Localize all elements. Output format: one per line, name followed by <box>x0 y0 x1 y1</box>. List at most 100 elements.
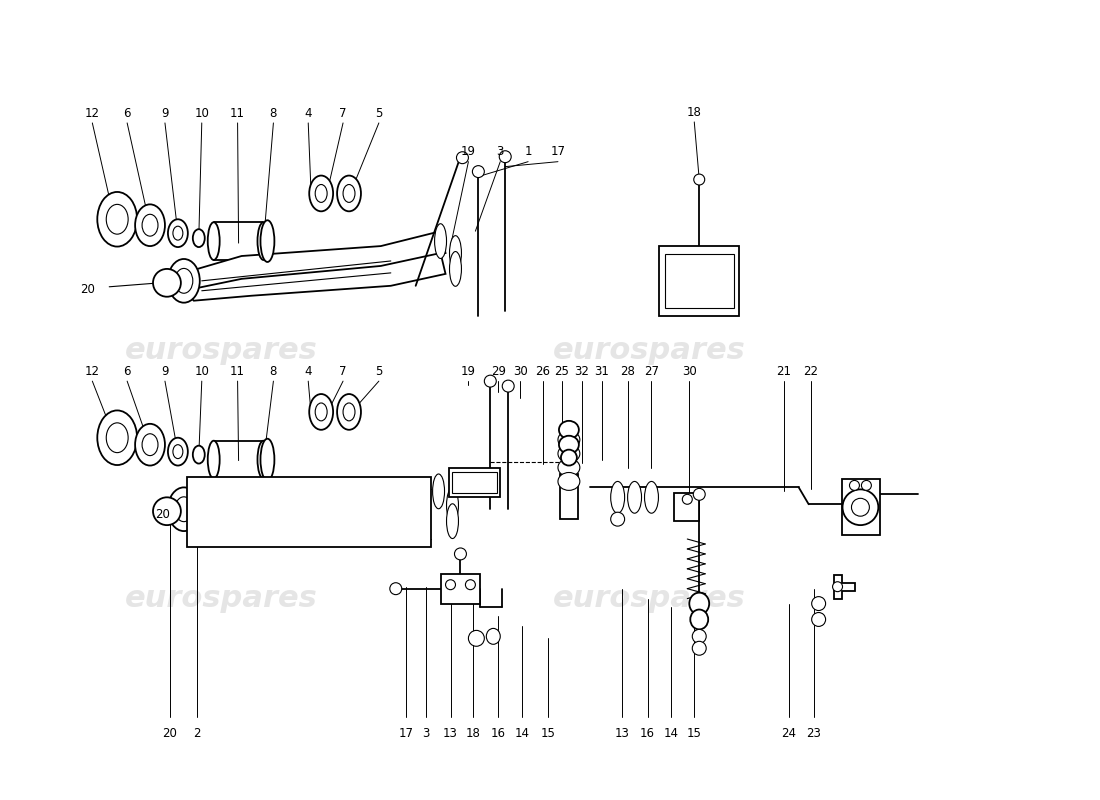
Circle shape <box>499 150 512 162</box>
Ellipse shape <box>168 438 188 466</box>
Text: 4: 4 <box>305 106 312 119</box>
Text: 20: 20 <box>80 283 96 296</box>
Text: 15: 15 <box>540 726 556 740</box>
Text: 12: 12 <box>85 365 100 378</box>
Ellipse shape <box>558 430 580 449</box>
Text: 9: 9 <box>162 365 168 378</box>
Ellipse shape <box>261 438 274 481</box>
Ellipse shape <box>208 441 220 478</box>
Text: 16: 16 <box>491 726 506 740</box>
Text: 1: 1 <box>525 146 532 158</box>
Text: 11: 11 <box>230 106 245 119</box>
Ellipse shape <box>173 445 183 458</box>
Text: 8: 8 <box>270 365 277 378</box>
Circle shape <box>694 174 705 185</box>
Ellipse shape <box>107 204 128 234</box>
Text: 5: 5 <box>375 365 383 378</box>
Polygon shape <box>560 450 578 519</box>
Ellipse shape <box>450 236 461 270</box>
Bar <box>666 254 734 308</box>
Ellipse shape <box>432 474 444 509</box>
Circle shape <box>160 503 175 519</box>
Circle shape <box>160 275 175 290</box>
Ellipse shape <box>559 421 579 438</box>
Ellipse shape <box>168 487 200 531</box>
Text: 17: 17 <box>398 726 414 740</box>
Text: 4: 4 <box>305 365 312 378</box>
Ellipse shape <box>343 403 355 421</box>
Text: eurospares: eurospares <box>125 584 318 613</box>
Text: 18: 18 <box>466 726 481 740</box>
Ellipse shape <box>469 630 484 646</box>
Ellipse shape <box>135 424 165 466</box>
Circle shape <box>812 613 826 626</box>
Bar <box>441 574 481 603</box>
Ellipse shape <box>450 251 461 286</box>
Ellipse shape <box>691 610 708 630</box>
Text: 27: 27 <box>644 365 659 378</box>
Ellipse shape <box>447 488 459 522</box>
Bar <box>842 479 880 535</box>
Circle shape <box>503 380 514 392</box>
Circle shape <box>153 269 180 297</box>
Circle shape <box>843 490 878 525</box>
Text: 9: 9 <box>162 106 168 119</box>
Circle shape <box>851 498 869 516</box>
Ellipse shape <box>337 175 361 211</box>
Text: 11: 11 <box>230 365 245 378</box>
Ellipse shape <box>142 214 158 236</box>
Ellipse shape <box>558 473 580 490</box>
Circle shape <box>693 488 705 500</box>
Bar <box>659 246 739 315</box>
Text: 7: 7 <box>339 365 346 378</box>
Ellipse shape <box>175 269 192 294</box>
Circle shape <box>456 152 469 164</box>
Text: 20: 20 <box>163 726 177 740</box>
Circle shape <box>153 498 180 525</box>
Ellipse shape <box>343 185 355 202</box>
Ellipse shape <box>168 259 200 302</box>
Polygon shape <box>184 253 446 301</box>
Polygon shape <box>834 574 856 598</box>
Text: 21: 21 <box>777 365 791 378</box>
Ellipse shape <box>142 434 158 456</box>
Text: 7: 7 <box>339 106 346 119</box>
Ellipse shape <box>558 445 580 462</box>
Text: 32: 32 <box>574 365 590 378</box>
Circle shape <box>610 512 625 526</box>
Circle shape <box>849 481 859 490</box>
Ellipse shape <box>175 497 192 522</box>
Text: 16: 16 <box>640 726 654 740</box>
Text: 26: 26 <box>536 365 550 378</box>
Ellipse shape <box>628 482 641 514</box>
Circle shape <box>692 642 706 655</box>
Text: 15: 15 <box>686 726 702 740</box>
Text: 25: 25 <box>554 365 570 378</box>
Text: 19: 19 <box>461 146 476 158</box>
Text: 30: 30 <box>682 365 696 378</box>
Ellipse shape <box>257 222 270 260</box>
Text: 14: 14 <box>664 726 679 740</box>
Text: 18: 18 <box>686 106 702 118</box>
Bar <box>449 467 500 498</box>
Bar <box>451 471 497 494</box>
Bar <box>187 478 430 547</box>
Text: 13: 13 <box>443 726 458 740</box>
Text: 20: 20 <box>155 508 169 521</box>
Ellipse shape <box>257 441 270 478</box>
Text: 17: 17 <box>550 146 565 158</box>
Ellipse shape <box>208 222 220 260</box>
Text: 13: 13 <box>614 726 629 740</box>
Text: 2: 2 <box>192 726 200 740</box>
Ellipse shape <box>97 192 138 246</box>
Circle shape <box>454 548 466 560</box>
Circle shape <box>446 580 455 590</box>
Text: 23: 23 <box>806 726 821 740</box>
Bar <box>674 494 700 521</box>
Ellipse shape <box>690 593 710 614</box>
Circle shape <box>561 450 576 466</box>
Text: 12: 12 <box>85 106 100 119</box>
Text: 14: 14 <box>515 726 529 740</box>
Ellipse shape <box>559 436 579 454</box>
Text: eurospares: eurospares <box>125 336 318 365</box>
